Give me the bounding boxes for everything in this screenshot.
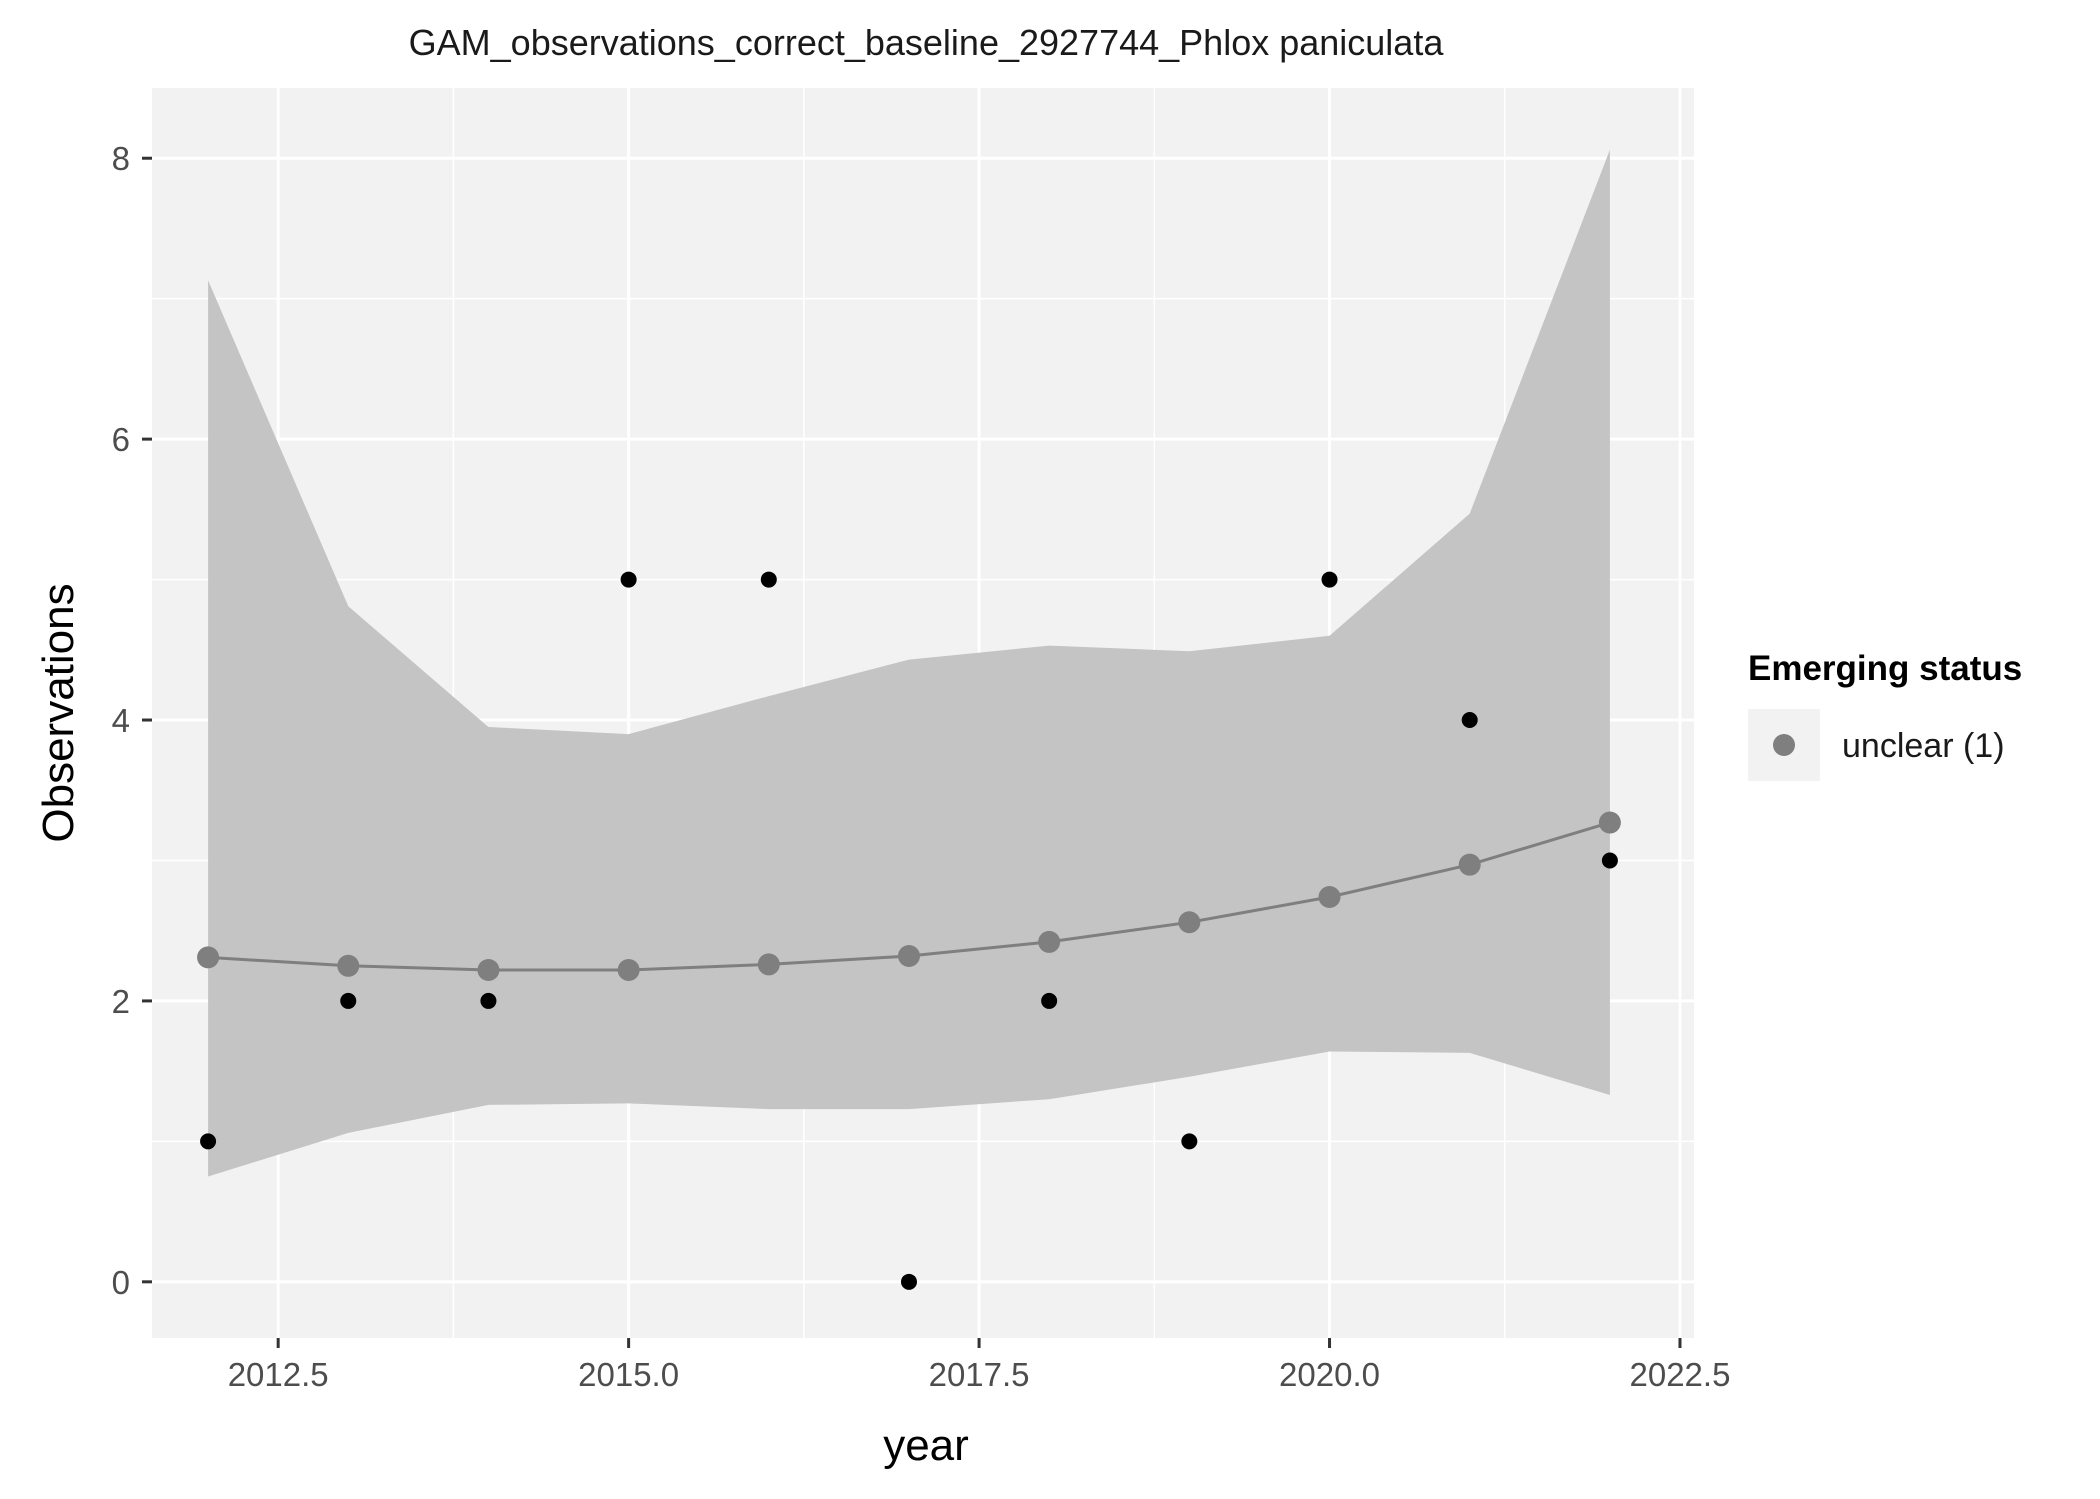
observed-point (620, 571, 637, 588)
fit-point (477, 959, 500, 982)
x-axis: 2012.5 2015.0 2017.5 2020.0 2022.5 (228, 1338, 1731, 1393)
x-tick-label: 2012.5 (228, 1356, 329, 1393)
x-tick-label: 2015.0 (578, 1356, 679, 1393)
fit-point (1178, 911, 1201, 934)
legend-entry-label: unclear (1) (1842, 727, 2005, 765)
fit-points (197, 811, 1621, 982)
x-tick-label: 2017.5 (929, 1356, 1030, 1393)
observed-point (1041, 992, 1058, 1009)
observed-point (480, 992, 497, 1009)
fit-point (617, 959, 640, 982)
observed-point (200, 1133, 217, 1150)
observed-point (1181, 1133, 1198, 1150)
fit-point (1318, 885, 1341, 908)
fit-point (897, 944, 920, 967)
observed-point (340, 992, 357, 1009)
y-tick-label: 8 (112, 140, 130, 177)
x-axis-label: year (883, 1421, 969, 1470)
legend: Emerging status unclear (1) (1748, 649, 2022, 781)
fit-point (1598, 811, 1621, 834)
fit-point (337, 954, 360, 977)
y-tick-label: 0 (112, 1264, 130, 1301)
y-tick-label: 4 (112, 702, 130, 739)
fit-point (197, 946, 220, 969)
fit-point (757, 953, 780, 976)
observed-point (1461, 712, 1478, 729)
y-tick-label: 6 (112, 421, 130, 458)
chart-title: GAM_observations_correct_baseline_292774… (409, 22, 1445, 63)
observed-points (200, 571, 1618, 1290)
y-axis-label: Observations (34, 583, 83, 842)
observed-point (1601, 852, 1618, 869)
fit-point (1458, 853, 1481, 876)
x-tick-label: 2020.0 (1279, 1356, 1380, 1393)
legend-title: Emerging status (1748, 649, 2022, 688)
observed-point (1321, 571, 1338, 588)
confidence-ribbon (208, 149, 1610, 1177)
x-tick-label: 2022.5 (1630, 1356, 1731, 1393)
fit-point (1038, 930, 1061, 953)
observed-point (760, 571, 777, 588)
observed-point (900, 1273, 917, 1290)
legend-key-dot (1773, 734, 1795, 756)
y-axis: 0 2 4 6 8 (112, 140, 152, 1301)
y-tick-label: 2 (112, 983, 130, 1020)
